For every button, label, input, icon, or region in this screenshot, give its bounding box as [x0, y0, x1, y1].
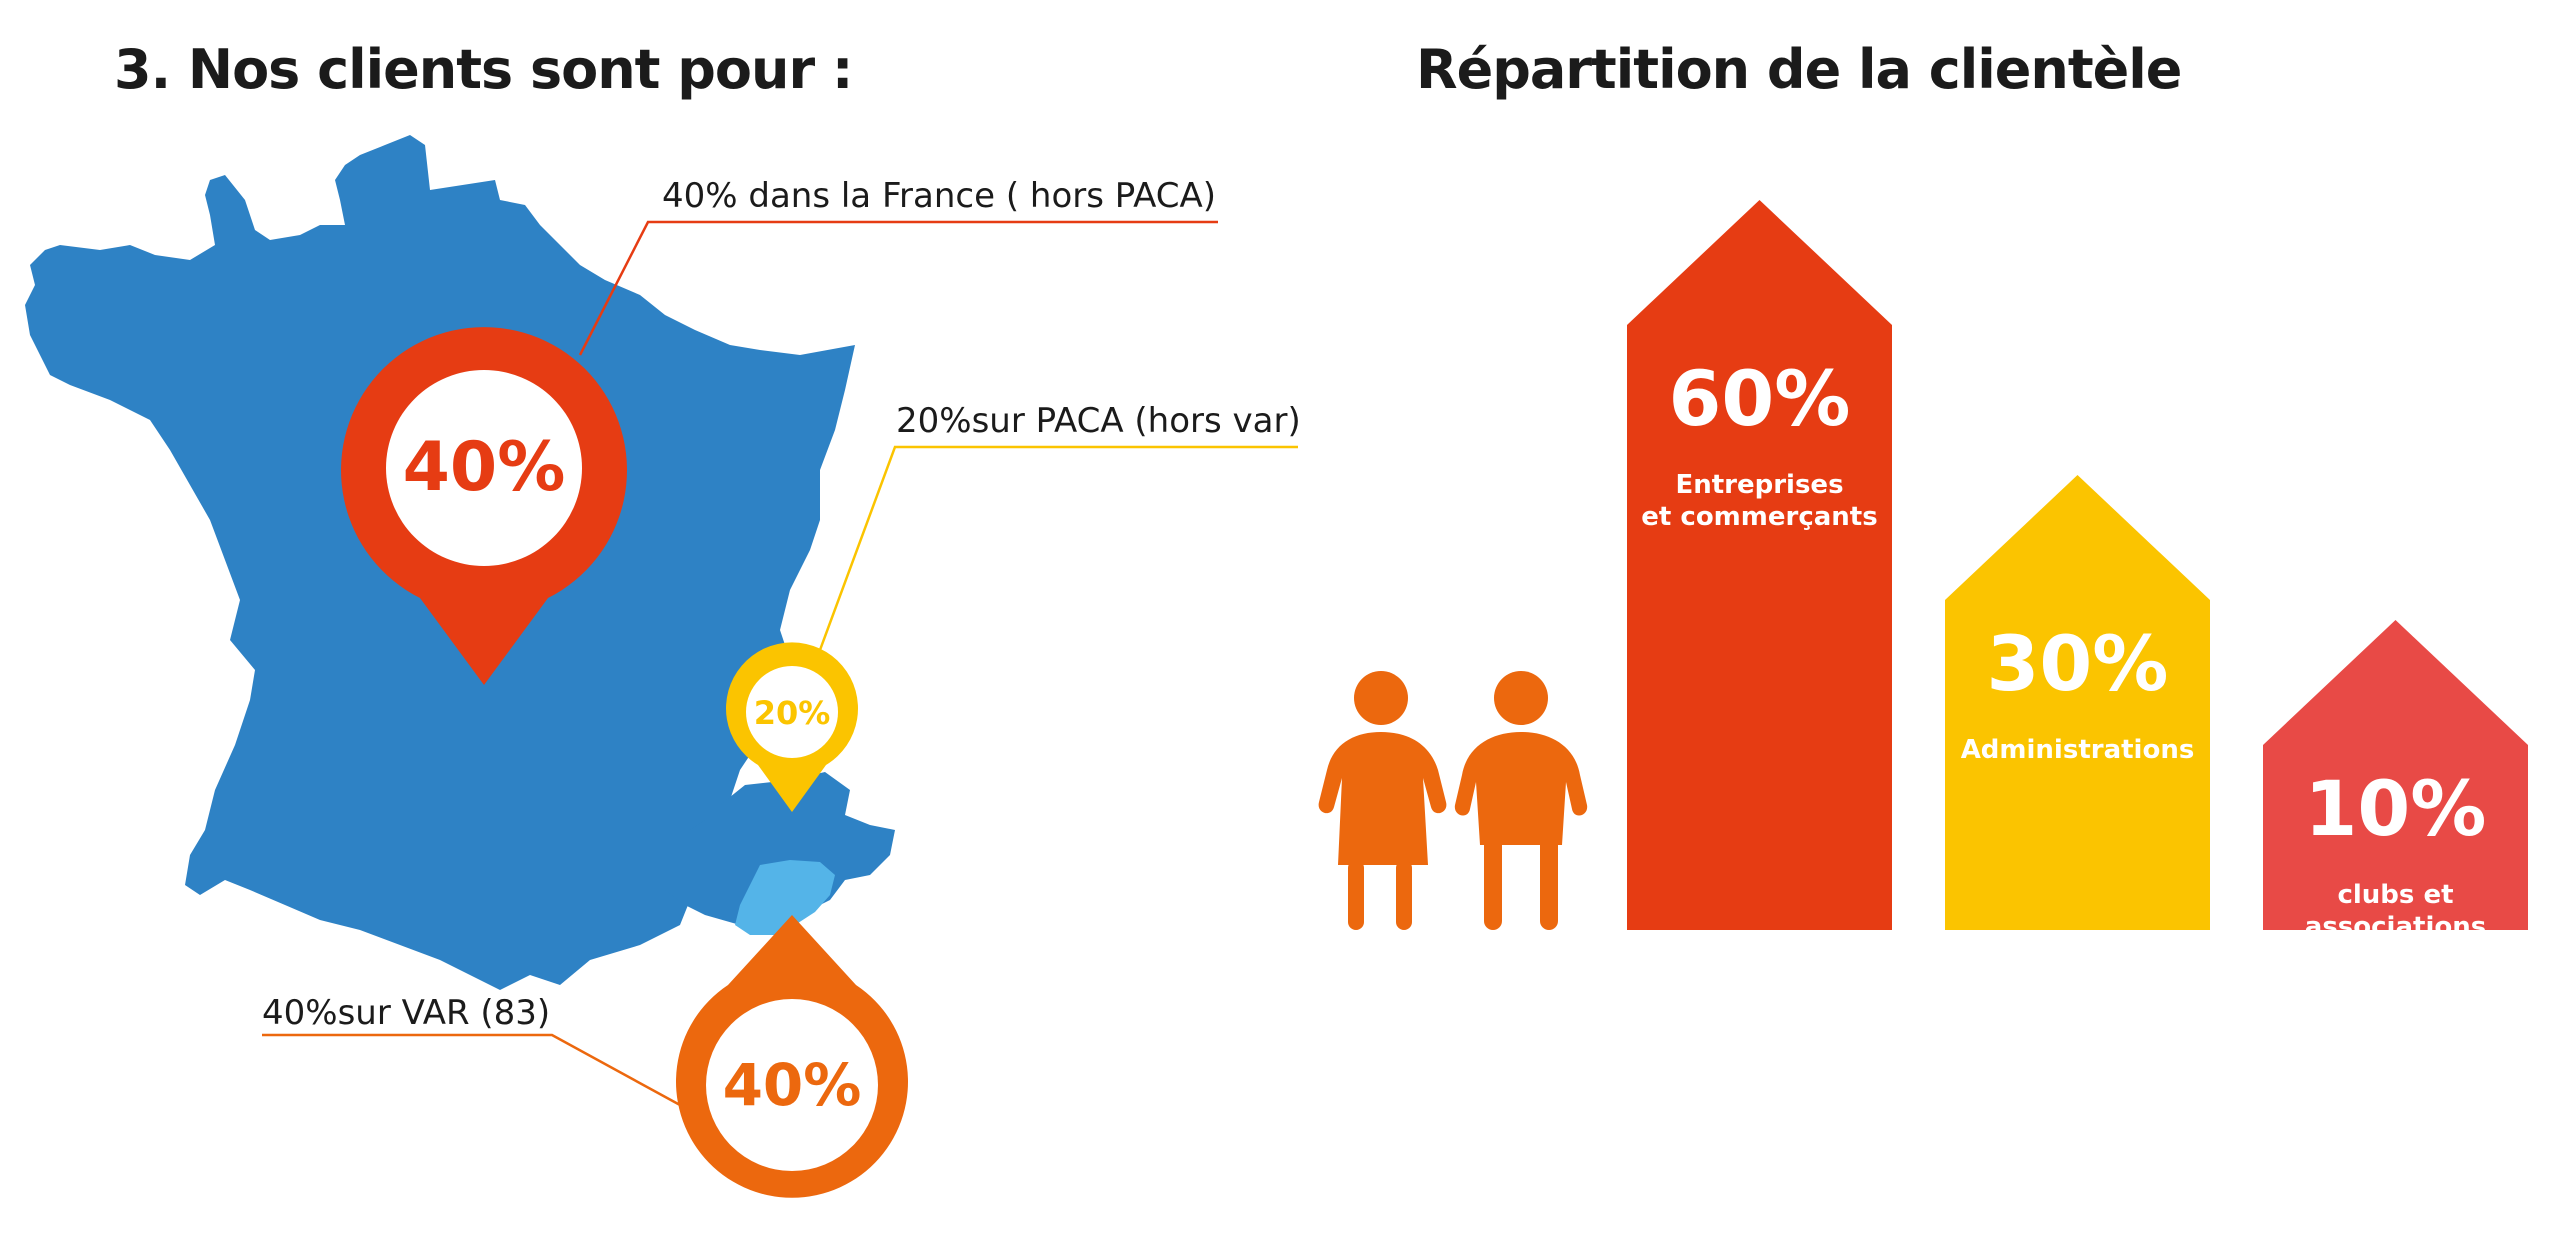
var-callout-label: 40%sur VAR (83)	[262, 993, 550, 1033]
location-pin-icon: 20%	[726, 642, 858, 812]
woman-figure	[1318, 671, 1447, 930]
france-pin-inner	[386, 370, 582, 566]
bar-2-value: 30%	[1987, 619, 2169, 708]
left-title: 3. Nos clients sont pour :	[114, 38, 853, 101]
bar-3-label-line1: clubs et	[2337, 880, 2453, 910]
paca-pin-value: 20%	[754, 694, 831, 732]
var-callout-line	[262, 1033, 681, 1107]
bar-1	[1627, 200, 1892, 930]
location-pin-icon: 40%	[340, 327, 627, 685]
man-figure	[1454, 671, 1588, 930]
bar-1-label-line2: et commerçants	[1641, 502, 1877, 532]
paca-callout-line	[818, 445, 1298, 651]
france-callout-line	[578, 220, 1218, 356]
people-icon	[1318, 671, 1588, 930]
bar-3-label-line2: associations	[2305, 912, 2486, 942]
bar-1-value: 60%	[1669, 354, 1851, 443]
bar-3-value: 10%	[2305, 764, 2487, 853]
location-pin-icon: 40%	[675, 915, 909, 1198]
paca-callout-label: 20%sur PACA (hors var)	[896, 401, 1301, 441]
paca-region	[665, 772, 895, 935]
var-pin-inner	[706, 999, 878, 1171]
var-pin-value: 40%	[723, 1051, 862, 1119]
right-title: Répartition de la clientèle	[1416, 38, 2181, 101]
bar-3	[2263, 620, 2528, 930]
paca-pin-inner	[746, 666, 838, 758]
var-region	[735, 860, 835, 935]
bar-1-label-line1: Entreprises	[1675, 470, 1843, 500]
france-callout-label: 40% dans la France ( hors PACA)	[662, 176, 1216, 216]
bar-2-label-line1: Administrations	[1961, 735, 2195, 765]
france-pin-value: 40%	[403, 428, 566, 507]
bar-2	[1945, 475, 2210, 930]
